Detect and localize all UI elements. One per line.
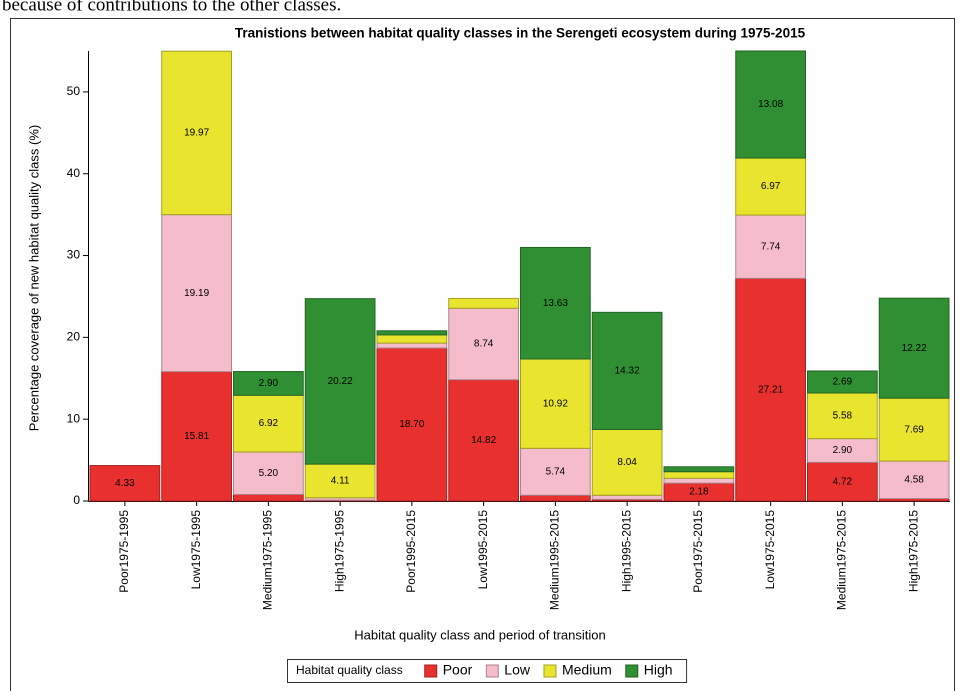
bar-segment: [448, 297, 519, 309]
data-label: 2.90: [833, 445, 853, 456]
x-tick-label: Low1975-1995: [189, 510, 203, 590]
chart-title: Tranistions between habitat quality clas…: [235, 26, 806, 41]
data-label: 6.92: [259, 418, 279, 429]
data-label: 27.21: [758, 384, 783, 395]
bar-segment: [304, 298, 376, 465]
legend-swatch: [485, 664, 499, 678]
bar-segment: [376, 342, 448, 349]
y-tick-label: 40: [67, 166, 81, 180]
legend-label: Medium: [562, 662, 612, 678]
bar-segment: [735, 277, 806, 502]
data-label: 12.22: [902, 343, 927, 354]
data-label: 7.74: [761, 241, 781, 252]
legend-label: High: [644, 662, 673, 678]
bar-segment: [233, 451, 304, 495]
data-label: 8.04: [617, 457, 637, 468]
data-label: 14.82: [471, 435, 496, 446]
bar-segment: [591, 428, 663, 496]
data-label: 13.08: [758, 99, 783, 110]
data-label: 5.20: [259, 468, 279, 479]
bar-segment: [807, 392, 878, 440]
bar-segment: [663, 477, 735, 484]
data-label: 19.97: [184, 128, 209, 139]
bar-segment: [520, 494, 591, 502]
bar-segment: [233, 493, 304, 502]
data-label: 5.58: [833, 410, 853, 421]
y-tick-label: 10: [67, 411, 81, 425]
data-label: 4.58: [904, 474, 924, 485]
data-label: 10.92: [543, 398, 568, 409]
bar-segment: [233, 371, 304, 396]
bar-segment: [591, 311, 663, 430]
bar-segment: [591, 494, 663, 500]
y-tick-label: 20: [67, 330, 81, 344]
bar-segment: [161, 214, 232, 373]
data-label: 18.70: [399, 419, 424, 430]
y-tick-label: 50: [67, 84, 81, 98]
data-label: 13.63: [543, 298, 568, 309]
bar-segment: [448, 307, 519, 381]
data-label: 15.81: [184, 431, 209, 442]
data-label: 5.74: [546, 466, 566, 477]
bar-segment: [735, 50, 806, 159]
bar-segment: [520, 447, 591, 496]
bar-segment: [376, 334, 448, 344]
x-tick-label: Medium1995-2015: [548, 510, 562, 610]
x-tick-label: High1975-2015: [906, 510, 920, 592]
data-label: 7.69: [904, 424, 924, 435]
bar-segment: [448, 379, 519, 502]
bar-segment: [161, 371, 232, 502]
data-label: 4.72: [833, 476, 853, 487]
data-label: 2.90: [259, 378, 279, 389]
legend-title: Habitat quality class: [296, 663, 403, 677]
x-tick-label: Poor1975-2015: [691, 510, 705, 593]
legend-label: Poor: [443, 662, 473, 678]
data-label: 2.69: [833, 377, 853, 388]
legend-swatch: [625, 664, 639, 678]
bar-segment: [376, 330, 448, 336]
bar-segment: [304, 463, 376, 499]
x-tick-label: Poor1975-1995: [117, 510, 131, 593]
bar-segment: [807, 370, 878, 394]
x-tick-label: Low1995-2015: [476, 510, 490, 590]
bar-segment: [161, 50, 232, 216]
data-label: 2.18: [689, 487, 709, 498]
y-axis-label: Percentage coverage of new habitat quali…: [26, 125, 41, 431]
bar-segment: [735, 157, 806, 216]
bar-segment: [376, 347, 448, 502]
data-label: 4.11: [331, 476, 350, 487]
data-label: 14.32: [615, 366, 640, 377]
bar-segment: [233, 394, 304, 453]
legend-label: Low: [504, 662, 531, 678]
x-tick-label: High1995-2015: [619, 510, 633, 592]
data-label: 6.97: [761, 181, 781, 192]
y-tick-label: 30: [67, 248, 81, 262]
x-tick-label: Low1975-2015: [763, 510, 777, 590]
bar-segment: [663, 466, 735, 473]
legend-swatch: [424, 664, 438, 678]
x-tick-label: Poor1995-2015: [404, 510, 418, 593]
bar-segment: [520, 358, 591, 449]
x-axis-label: Habitat quality class and period of tran…: [354, 627, 605, 642]
x-tick-label: High1975-1995: [332, 510, 346, 592]
data-label: 8.74: [474, 339, 494, 350]
data-label: 4.33: [115, 478, 135, 489]
legend-swatch: [543, 664, 557, 678]
caption-fragment: because of contributions to the other cl…: [2, 0, 341, 15]
y-tick-label: 0: [73, 493, 80, 507]
bar-segment: [520, 246, 591, 360]
bar-segment: [878, 297, 950, 399]
data-label: 19.19: [184, 288, 209, 299]
x-tick-label: Medium1975-1995: [261, 510, 275, 610]
bar-segment: [663, 471, 735, 479]
data-label: 20.22: [328, 376, 353, 387]
x-tick-label: Medium1975-2015: [835, 510, 849, 610]
bar-segment: [89, 465, 161, 502]
